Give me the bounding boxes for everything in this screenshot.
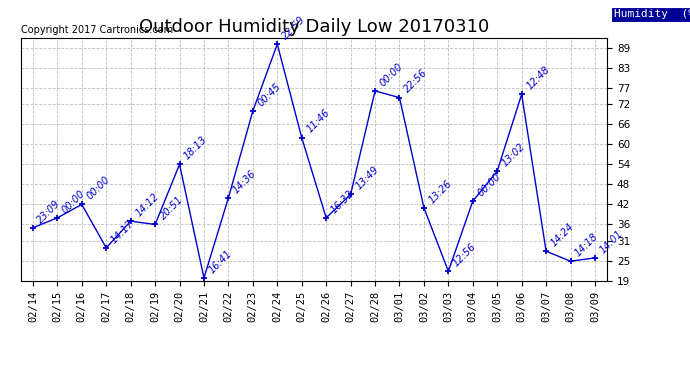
Text: 00:00: 00:00 — [378, 61, 405, 88]
Text: 13:02: 13:02 — [500, 141, 527, 168]
Text: 00:45: 00:45 — [255, 81, 283, 108]
Text: 00:00: 00:00 — [60, 188, 87, 215]
Text: 00:00: 00:00 — [475, 171, 502, 198]
Text: 14:24: 14:24 — [549, 221, 576, 248]
Text: 14:36: 14:36 — [231, 168, 258, 195]
Text: 22:56: 22:56 — [402, 68, 429, 95]
Text: 22:59: 22:59 — [280, 14, 307, 41]
Text: Copyright 2017 Cartronics.com: Copyright 2017 Cartronics.com — [21, 25, 172, 35]
Text: Humidity  (%): Humidity (%) — [614, 9, 690, 20]
Text: 00:00: 00:00 — [85, 175, 112, 202]
Text: 11:46: 11:46 — [304, 108, 332, 135]
Text: 12:48: 12:48 — [524, 64, 551, 92]
Text: 16:32: 16:32 — [329, 188, 356, 215]
Text: 14:12: 14:12 — [133, 191, 161, 218]
Text: 23:09: 23:09 — [36, 198, 63, 225]
Text: 14:01: 14:01 — [598, 228, 625, 255]
Text: 13:26: 13:26 — [426, 178, 454, 205]
Text: 18:13: 18:13 — [182, 135, 209, 162]
Text: 13:49: 13:49 — [353, 165, 380, 192]
Text: 14:17: 14:17 — [109, 218, 136, 245]
Text: 20:51: 20:51 — [158, 195, 185, 222]
Text: 16:41: 16:41 — [207, 248, 234, 275]
Text: 14:18: 14:18 — [573, 231, 600, 258]
Text: 12:56: 12:56 — [451, 242, 478, 268]
Title: Outdoor Humidity Daily Low 20170310: Outdoor Humidity Daily Low 20170310 — [139, 18, 489, 36]
